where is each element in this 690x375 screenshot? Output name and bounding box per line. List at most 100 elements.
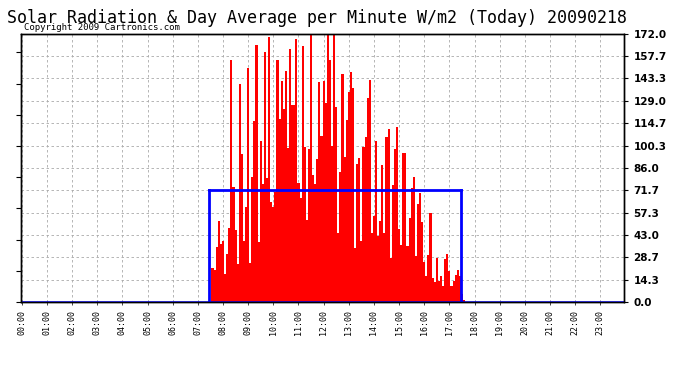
Bar: [394, 149, 396, 302]
Bar: [408, 218, 411, 302]
Bar: [235, 230, 237, 302]
Bar: [352, 88, 354, 302]
Bar: [333, 34, 335, 302]
Bar: [310, 34, 312, 302]
Bar: [285, 71, 287, 302]
Bar: [233, 187, 235, 302]
Bar: [230, 60, 233, 302]
Bar: [237, 264, 239, 302]
Bar: [417, 204, 419, 302]
Bar: [461, 294, 463, 302]
Bar: [411, 188, 413, 302]
Bar: [459, 276, 461, 302]
Bar: [306, 220, 308, 302]
Bar: [283, 110, 285, 302]
Bar: [327, 34, 329, 302]
Bar: [431, 278, 434, 302]
Bar: [281, 81, 283, 302]
Bar: [239, 84, 241, 302]
Bar: [329, 60, 331, 302]
Bar: [287, 147, 289, 302]
Bar: [360, 241, 362, 302]
Bar: [457, 270, 459, 302]
Bar: [211, 268, 214, 302]
Bar: [384, 233, 386, 302]
Bar: [299, 198, 302, 302]
Bar: [262, 184, 264, 302]
Bar: [273, 207, 275, 302]
Bar: [268, 37, 270, 302]
Bar: [451, 286, 453, 302]
Bar: [446, 254, 448, 302]
Bar: [386, 137, 388, 302]
Bar: [402, 153, 404, 302]
Bar: [226, 254, 228, 302]
Bar: [289, 49, 291, 302]
Bar: [249, 262, 251, 302]
Bar: [356, 164, 358, 302]
Bar: [291, 105, 293, 302]
Bar: [218, 221, 220, 302]
Bar: [251, 177, 253, 302]
Bar: [339, 172, 342, 302]
Bar: [415, 256, 417, 302]
Bar: [253, 122, 255, 302]
Bar: [247, 68, 249, 302]
Bar: [302, 45, 304, 302]
Bar: [375, 141, 377, 302]
Bar: [404, 153, 406, 302]
Bar: [348, 92, 350, 302]
Bar: [429, 213, 431, 302]
Bar: [455, 275, 457, 302]
Bar: [382, 165, 384, 302]
Bar: [255, 45, 257, 302]
Text: Solar Radiation & Day Average per Minute W/m2 (Today) 20090218: Solar Radiation & Day Average per Minute…: [8, 9, 627, 27]
Bar: [322, 81, 325, 302]
Bar: [419, 193, 421, 302]
Bar: [396, 127, 398, 302]
Bar: [297, 183, 299, 302]
Bar: [293, 105, 295, 302]
Bar: [434, 282, 436, 302]
Bar: [318, 82, 320, 302]
Bar: [264, 53, 266, 302]
Bar: [316, 159, 318, 302]
Bar: [390, 258, 392, 302]
Bar: [220, 244, 222, 302]
Bar: [366, 98, 368, 302]
Bar: [266, 178, 268, 302]
Bar: [373, 216, 375, 302]
Bar: [320, 136, 322, 302]
Bar: [222, 242, 224, 302]
Bar: [406, 246, 408, 302]
Bar: [440, 276, 442, 302]
Bar: [377, 236, 380, 302]
Bar: [245, 207, 247, 302]
Bar: [425, 276, 427, 302]
Bar: [380, 221, 382, 302]
Bar: [257, 242, 259, 302]
Bar: [325, 104, 327, 302]
Bar: [243, 241, 245, 302]
Bar: [228, 228, 230, 302]
Bar: [453, 280, 455, 302]
Bar: [388, 129, 390, 302]
Bar: [314, 184, 316, 302]
Bar: [344, 156, 346, 302]
Bar: [400, 245, 402, 302]
Bar: [354, 248, 356, 302]
Bar: [427, 255, 429, 302]
Bar: [342, 74, 344, 302]
Bar: [371, 233, 373, 302]
Text: Copyright 2009 Cartronics.com: Copyright 2009 Cartronics.com: [23, 23, 179, 32]
Bar: [224, 274, 226, 302]
Bar: [368, 80, 371, 302]
Bar: [308, 149, 310, 302]
Bar: [438, 280, 440, 302]
Bar: [392, 185, 394, 302]
Bar: [346, 120, 348, 302]
Bar: [398, 229, 400, 302]
Bar: [259, 141, 262, 302]
Bar: [436, 258, 438, 302]
Bar: [295, 39, 297, 302]
